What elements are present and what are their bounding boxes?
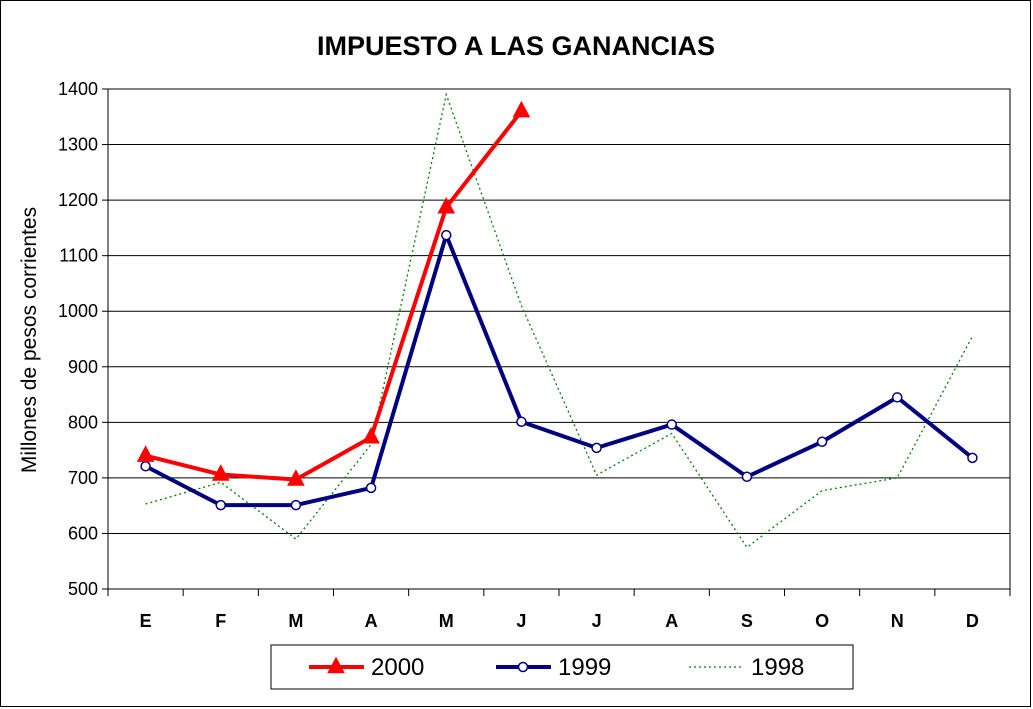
- data-point-1999: [365, 482, 377, 494]
- series-line-2000: [145, 109, 523, 482]
- y-axis-label: Millones de pesos corrientes: [18, 207, 41, 473]
- legend-label-2000: 2000: [371, 654, 424, 681]
- plot-border: [107, 88, 1011, 590]
- y-tick-label: 1300: [58, 135, 98, 155]
- x-tick-label: D: [966, 611, 979, 631]
- data-point-1999: [816, 436, 828, 448]
- data-point-2000: [362, 426, 380, 444]
- y-tick-label: 1400: [58, 79, 98, 99]
- x-tick-label: E: [140, 611, 152, 631]
- data-point-1999: [516, 416, 527, 428]
- data-point-1999: [591, 442, 602, 454]
- x-tick-label: J: [592, 611, 602, 631]
- series-line-1998: [145, 92, 973, 549]
- x-tick-label: A: [365, 611, 378, 631]
- y-tick-label: 600: [68, 523, 98, 543]
- x-tick-label: F: [215, 611, 226, 631]
- x-tick-label: O: [815, 611, 829, 631]
- data-point-1999: [967, 452, 978, 464]
- legend-label-1999: 1999: [558, 654, 611, 681]
- data-point-2000: [437, 196, 456, 214]
- data-point-1999: [215, 499, 226, 511]
- x-tick-label: S: [741, 611, 753, 631]
- y-tick-label: 500: [68, 579, 98, 599]
- data-point-2000: [512, 100, 531, 118]
- x-tick-label: M: [439, 611, 454, 631]
- x-tick-label: N: [891, 611, 904, 631]
- data-point-1999: [290, 499, 302, 511]
- x-tick-label: M: [288, 611, 303, 631]
- x-tick-label: J: [516, 611, 526, 631]
- legend-box: [270, 644, 854, 690]
- data-point-2000: [287, 469, 305, 486]
- legend-marker-1999: [517, 661, 529, 673]
- y-tick-label: 700: [68, 468, 98, 488]
- y-tick-label: 1200: [58, 190, 98, 210]
- data-point-1999: [441, 229, 452, 241]
- x-tick-label: A: [665, 611, 678, 631]
- y-tick-label: 800: [68, 412, 98, 432]
- data-point-1999: [666, 419, 677, 430]
- plot-area: 500 600 700 800 900 1000 1100 1200 1300 1400 E F M A M…: [58, 79, 1011, 631]
- data-point-1999: [140, 460, 151, 472]
- data-point-1999: [741, 471, 753, 483]
- legend: 2000 1999 1998: [270, 644, 854, 690]
- chart-title: IMPUESTO A LAS GANANCIAS: [317, 31, 715, 61]
- series-line-1999: [144, 233, 974, 508]
- data-point-2000: [211, 464, 230, 481]
- legend-marker-2000: [327, 656, 345, 674]
- data-point-1999: [892, 392, 903, 403]
- legend-label-1998: 1998: [751, 654, 804, 681]
- y-tick-label: 900: [68, 357, 98, 377]
- y-tick-label: 1000: [58, 301, 98, 321]
- y-tick-label: 1100: [59, 246, 98, 266]
- data-point-2000: [136, 445, 155, 462]
